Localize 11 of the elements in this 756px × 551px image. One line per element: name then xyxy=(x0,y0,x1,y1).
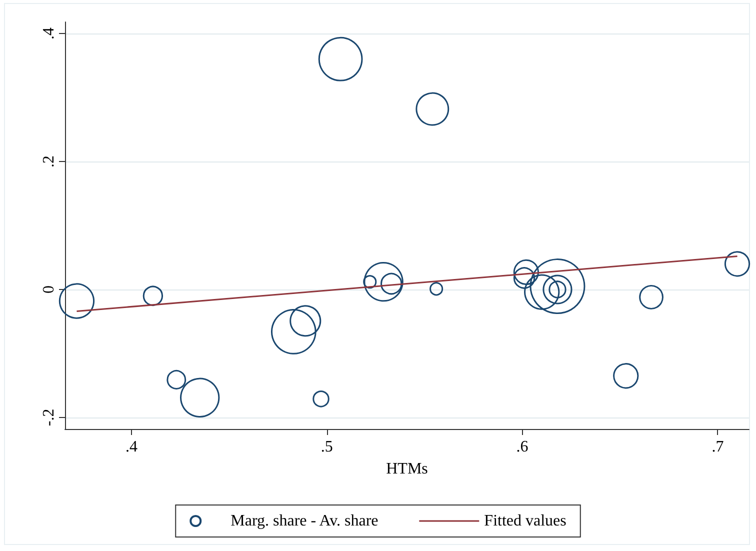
x-tick-label: .5 xyxy=(320,438,333,456)
x-tick-label: .4 xyxy=(125,438,138,456)
x-tick-label: .6 xyxy=(516,438,528,456)
x-axis-title: HTMs xyxy=(386,460,428,478)
legend-label: Fitted values xyxy=(484,512,566,530)
legend-label: Marg. share - Av. share xyxy=(230,512,378,530)
y-tick-label: 0 xyxy=(40,285,58,294)
y-tick-label: -.2 xyxy=(40,408,58,426)
y-tick-label: .4 xyxy=(40,28,58,40)
y-tick-label: .2 xyxy=(40,156,58,168)
x-tick-label: .7 xyxy=(712,438,724,456)
